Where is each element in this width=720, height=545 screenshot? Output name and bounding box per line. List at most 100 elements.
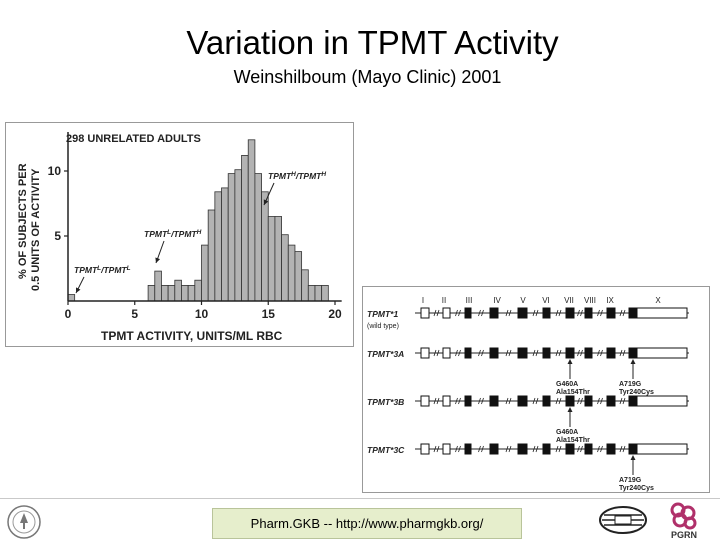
annotation-arrowhead (76, 287, 81, 293)
intron-break (433, 445, 440, 453)
intron-break (532, 445, 539, 453)
histogram-bar (194, 279, 202, 302)
intron-break (577, 397, 583, 405)
exon-box (489, 347, 499, 359)
intron-break (478, 445, 484, 453)
exon-number-label: VIII (584, 296, 596, 305)
intron-break (532, 309, 539, 317)
histogram-bar (227, 173, 236, 302)
y-axis-label-line-1: % OF SUBJECTS PER (17, 163, 29, 279)
y-axis-label-line-2: 0.5 UNITS OF ACTIVITY (30, 168, 42, 291)
intron-break (619, 445, 626, 453)
intron-break (505, 349, 512, 357)
exon-box (517, 395, 528, 407)
intron-break (478, 309, 484, 317)
exon-box (584, 443, 593, 455)
intron-break (597, 445, 603, 453)
histogram-bar (234, 169, 242, 302)
intron-break (433, 397, 440, 405)
stanford-seal-logo (6, 504, 42, 545)
mutation-label: Ala154Thr (556, 389, 590, 396)
exon-box (517, 307, 528, 319)
intron-break (619, 349, 626, 357)
exon-number-label: I (422, 296, 424, 305)
exon-box (420, 347, 430, 359)
intron-break (505, 397, 512, 405)
pgrn-logo: PGRN (662, 498, 706, 545)
histogram-bar (67, 294, 76, 302)
exon-box (584, 307, 593, 319)
histogram-bar (287, 244, 296, 302)
exon-box (565, 307, 575, 319)
mutation-label: Tyr240Cys (619, 485, 654, 492)
intron-break (505, 309, 512, 317)
exon-box (442, 347, 451, 359)
y-tick-label: 10 (48, 164, 62, 178)
exon-box (517, 443, 528, 455)
intron-break (619, 309, 626, 317)
x-tick-label: 5 (131, 307, 138, 321)
histogram-bar (301, 269, 309, 302)
histogram-panel: 0 5 10 15 20 5 10 298 UNRELATED ADULTS % OF SU… (5, 122, 354, 347)
mutant-exon (628, 443, 688, 455)
genotype-annotation: TPMTL/TPMTL (74, 265, 131, 275)
exon-box (628, 395, 688, 407)
allele-name: TPMT*3C (367, 445, 405, 455)
exon-box (489, 307, 499, 319)
allele-name: TPMT*3B (367, 397, 404, 407)
slide-title: Variation in TPMT Activity (186, 24, 559, 61)
intron-break (577, 309, 583, 317)
genotype-annotation: TPMTL/TPMTH (144, 229, 202, 239)
exon-number-label: III (466, 296, 473, 305)
exon-box (464, 307, 472, 319)
allele-note: (wild type) (367, 323, 399, 330)
x-tick-label: 10 (195, 307, 209, 321)
gene-structure-panel: I II III IV V VI VII VIII IX X TPMT*1 (wild type) TP… (362, 286, 710, 493)
x-axis-label: TPMT ACTIVITY, UNITS/ML RBC (101, 329, 283, 343)
intron-break (505, 445, 512, 453)
exon-box (606, 443, 616, 455)
histogram-annotations: TPMTL/TPMTL TPMTL/TPMTH TPMTH/TPMTH (74, 171, 326, 294)
exon-box (606, 395, 616, 407)
exon-box (584, 395, 593, 407)
intron-break (597, 309, 603, 317)
exon-number-label: IV (493, 296, 501, 305)
histogram-bar (281, 234, 289, 302)
intron-break (555, 397, 562, 405)
intron-break (532, 397, 539, 405)
mutation-label: G460A (556, 381, 578, 388)
histogram-bar (274, 216, 282, 302)
footer-divider (0, 498, 720, 499)
histogram-bar (174, 279, 182, 302)
x-tick-label: 15 (262, 307, 276, 321)
intron-break (555, 445, 562, 453)
exon-box (420, 443, 430, 455)
histogram-bar (307, 284, 316, 302)
intron-break (555, 309, 562, 317)
histogram-bar (247, 139, 256, 302)
exon-box (420, 395, 430, 407)
histogram-bar (254, 173, 262, 302)
histogram-bar (294, 251, 303, 302)
allele-name: TPMT*3A (367, 349, 404, 359)
intron-break (478, 349, 484, 357)
exon-coding-region (628, 395, 638, 407)
exon-box (489, 395, 499, 407)
histogram-bar (161, 284, 169, 302)
annotation-arrowhead (155, 257, 161, 263)
footer-url[interactable]: Pharm.GKB -- http://www.pharmgkb.org/ (212, 508, 522, 539)
histogram-bar (261, 191, 269, 302)
exon-box (606, 347, 616, 359)
intron-break (555, 349, 562, 357)
exon-coding-region (628, 347, 638, 359)
exon-box (442, 395, 451, 407)
exon-box (442, 443, 451, 455)
y-tick-label: 5 (54, 229, 61, 243)
intron-break (577, 349, 583, 357)
allele-name: TPMT*1 (367, 309, 398, 319)
exon-box (464, 347, 472, 359)
mutant-exon (565, 347, 575, 359)
exon-box (542, 347, 551, 359)
histogram-bar (154, 270, 162, 302)
intron-break (478, 397, 484, 405)
